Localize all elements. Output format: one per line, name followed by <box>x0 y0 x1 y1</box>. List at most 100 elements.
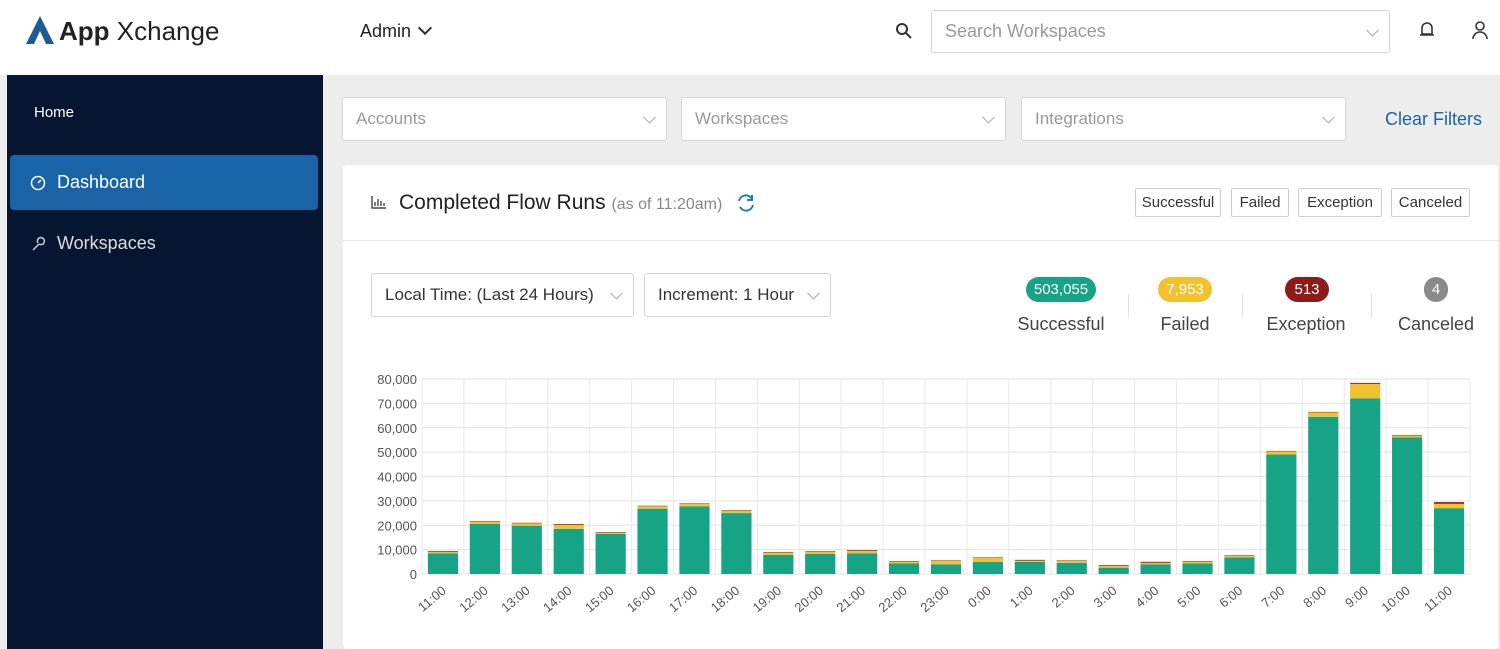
bar-segment <box>511 525 542 574</box>
y-tick-label: 40,000 <box>377 470 417 485</box>
bar-segment <box>1140 561 1171 563</box>
summary-count: 513 <box>1285 277 1329 302</box>
logo: App Xchange <box>59 16 219 47</box>
x-tick-label: 15:00 <box>582 583 617 615</box>
filter-workspaces[interactable]: Workspaces <box>681 97 1006 141</box>
bar-segment <box>553 524 584 525</box>
clear-filters[interactable]: Clear Filters <box>1385 109 1483 129</box>
as-of: (as of 11:20am) <box>611 196 723 213</box>
refresh-icon[interactable] <box>736 193 756 213</box>
select-label: Local Time: (Last 24 Hours) <box>385 285 594 304</box>
y-tick-label: 60,000 <box>377 421 417 436</box>
x-tick-label: 20:00 <box>792 583 827 615</box>
nav-active <box>10 155 318 210</box>
nav-home[interactable]: Home <box>34 104 75 121</box>
bar-segment <box>930 560 962 565</box>
bar-segment <box>1056 562 1087 574</box>
summary-count: 503,055 <box>1026 277 1096 302</box>
bar-segment <box>1266 454 1297 574</box>
bar-segment <box>1140 562 1171 565</box>
bar-segment <box>1266 451 1297 455</box>
bar-segment <box>637 508 668 574</box>
user-icon[interactable] <box>1471 20 1489 40</box>
x-tick-label: 6:00 <box>1216 583 1245 611</box>
bar-segment <box>1224 557 1255 574</box>
x-tick-label: 11:00 <box>1421 583 1455 615</box>
x-tick-label: 7:00 <box>1258 583 1287 611</box>
bar-segment <box>1014 559 1045 561</box>
x-tick-label: 16:00 <box>624 583 659 615</box>
filter-label: Accounts <box>356 109 426 128</box>
bar-segment <box>511 523 542 526</box>
dashboard-icon <box>30 175 46 191</box>
chart: 0 10,000 20,000 30,000 40,000 50,000 60,000 70,… <box>377 372 1471 615</box>
logo-app: App <box>59 16 110 46</box>
nav-workspaces[interactable]: Workspaces <box>57 233 156 253</box>
bar-segment <box>1392 435 1423 438</box>
bar-segment <box>595 533 626 574</box>
bar-segment <box>1140 564 1171 574</box>
x-tick-label: 21:00 <box>834 583 869 615</box>
summary-label: Canceled <box>1397 314 1475 334</box>
bar-segment <box>847 550 878 551</box>
bar-segment <box>888 561 920 564</box>
bar-segment <box>930 564 962 574</box>
y-tick-label: 50,000 <box>377 445 417 460</box>
legend-button[interactable]: Failed <box>1231 188 1289 217</box>
y-tick-label: 0 <box>410 567 417 582</box>
filter-label: Workspaces <box>695 109 789 128</box>
bar-segment <box>972 557 1004 562</box>
x-tick-label: 22:00 <box>875 583 910 615</box>
bar-segment <box>805 554 836 574</box>
x-tick-label: 11:00 <box>415 583 449 615</box>
legend-button[interactable]: Canceled <box>1391 188 1470 217</box>
summary-count: 7,953 <box>1158 277 1212 302</box>
bar-segment <box>679 503 710 507</box>
x-tick-label: 1:00 <box>1007 583 1036 611</box>
x-tick-label: 12:00 <box>456 583 491 615</box>
time-range-select[interactable]: Local Time: (Last 24 Hours) <box>371 273 634 317</box>
filter-integrations[interactable]: Integrations <box>1021 97 1346 141</box>
separator <box>1242 294 1243 318</box>
search-placeholder: Search Workspaces <box>945 21 1106 41</box>
bar-segment <box>679 506 710 574</box>
bar-segment <box>1098 565 1129 568</box>
admin-menu[interactable]: Admin <box>360 20 433 42</box>
wrench-icon <box>32 236 46 251</box>
bar-segment <box>763 552 794 555</box>
y-tick-label: 20,000 <box>377 518 417 533</box>
x-tick-label: 13:00 <box>498 583 533 615</box>
bar-segment <box>1308 412 1339 417</box>
bar-segment <box>847 553 878 574</box>
filter-accounts[interactable]: Accounts <box>342 97 667 141</box>
bar-segment <box>427 551 459 552</box>
bar-segment <box>427 551 459 554</box>
card-title: Completed Flow Runs <box>399 191 606 214</box>
search-input[interactable]: Search Workspaces <box>931 10 1390 53</box>
x-tick-label: 9:00 <box>1342 583 1371 611</box>
y-tick-label: 80,000 <box>377 372 417 387</box>
bar-segment <box>1308 416 1339 574</box>
search-icon[interactable] <box>895 22 913 40</box>
bar-segment <box>847 550 878 554</box>
bar-segment <box>763 554 794 574</box>
bar-segment <box>972 561 1004 574</box>
nav-dashboard[interactable]: Dashboard <box>57 172 146 192</box>
bar-segment <box>888 563 920 574</box>
increment-select[interactable]: Increment: 1 Hour <box>644 273 831 317</box>
bar-segment <box>1392 437 1423 574</box>
legend-button[interactable]: Successful <box>1135 188 1221 217</box>
x-tick-label: 10:00 <box>1378 583 1413 615</box>
x-tick-label: 19:00 <box>750 583 785 615</box>
bar-segment <box>1350 383 1381 399</box>
logo-xchange: Xchange <box>116 16 220 46</box>
card-heading: Completed Flow Runs (as of 11:20am) <box>399 191 722 215</box>
bar-segment <box>1224 555 1255 558</box>
x-tick-label: 5:00 <box>1174 583 1203 611</box>
bar-segment <box>1014 561 1045 574</box>
legend-button[interactable]: Exception <box>1298 188 1382 217</box>
bell-icon[interactable] <box>1418 20 1436 40</box>
bar-segment <box>1014 560 1045 562</box>
bar-segment <box>721 510 752 514</box>
